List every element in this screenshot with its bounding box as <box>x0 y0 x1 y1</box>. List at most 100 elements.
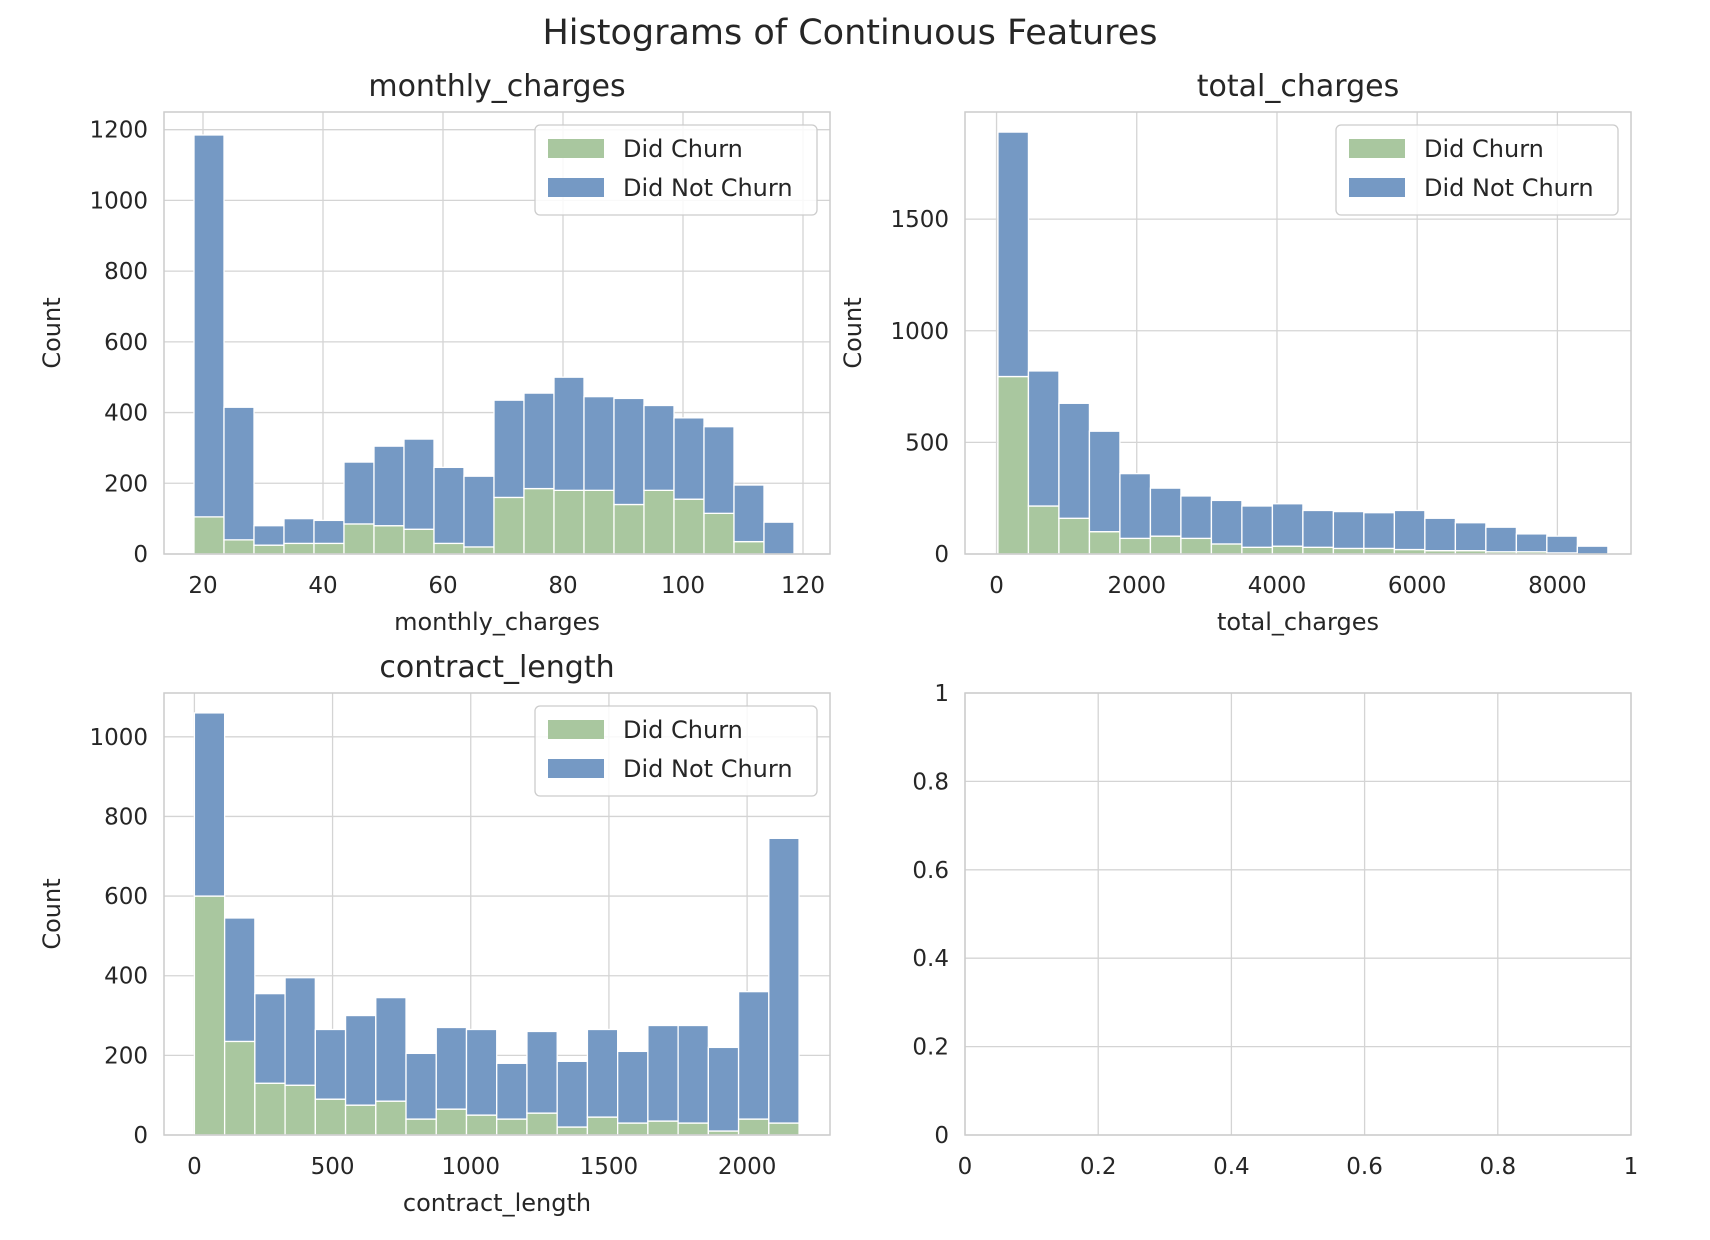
y-tick-label: 800 <box>104 804 148 830</box>
bar-did-not-churn-bin-13 <box>553 376 585 492</box>
y-tick-label: 1500 <box>890 207 949 233</box>
bar-did-churn-bin-20 <box>768 1122 800 1136</box>
bar-did-not-churn-bin-2 <box>223 406 255 541</box>
bar-did-churn-bin-13 <box>556 1126 589 1136</box>
x-tick-label: 60 <box>428 573 457 599</box>
bar-did-churn-bin-8 <box>1210 543 1243 555</box>
bar-did-churn-bin-11 <box>496 1118 528 1136</box>
bar-did-not-churn-bin-13 <box>556 1060 589 1128</box>
bar-did-not-churn-bin-6 <box>343 461 375 525</box>
bar-did-churn-bin-4 <box>284 1084 316 1136</box>
x-tick-label: 1500 <box>580 1154 639 1180</box>
bar-did-churn-bin-12 <box>523 487 555 555</box>
bar-did-churn-bin-10 <box>463 546 495 555</box>
bar-did-not-churn-bin-3 <box>253 525 285 546</box>
bar-did-churn-bin-13 <box>1363 547 1396 555</box>
bar-did-not-churn-bin-14 <box>583 395 615 492</box>
legend-label: Did Not Churn <box>623 755 793 783</box>
bar-did-churn-bin-6 <box>343 523 375 555</box>
bar-did-not-churn-bin-15 <box>617 1050 649 1124</box>
bar-did-not-churn-bin-4 <box>283 517 315 545</box>
bar-did-not-churn-bin-16 <box>1454 522 1487 552</box>
y-tick-label: 600 <box>104 330 148 356</box>
y-tick-label: 0 <box>133 542 148 568</box>
bar-did-not-churn-bin-4 <box>1088 430 1121 533</box>
bar-did-churn-bin-7 <box>375 1100 407 1136</box>
bar-did-not-churn-bin-3 <box>254 992 286 1084</box>
bar-did-churn-bin-2 <box>223 539 255 555</box>
bar-did-churn-bin-16 <box>647 1120 679 1136</box>
legend-label: Did Churn <box>623 716 743 744</box>
y-tick-label: 1000 <box>89 725 148 751</box>
legend-label: Did Churn <box>1424 135 1544 163</box>
legend-swatch <box>548 720 604 739</box>
bar-did-churn-bin-11 <box>1302 546 1335 555</box>
y-tick-label: 200 <box>104 1043 148 1069</box>
bar-did-not-churn-bin-11 <box>1302 509 1335 548</box>
bar-did-churn-bin-9 <box>433 542 465 555</box>
bar-did-churn-bin-3 <box>1058 517 1091 555</box>
bar-did-not-churn-bin-1 <box>193 134 225 518</box>
bar-did-not-churn-bin-11 <box>493 399 525 499</box>
y-axis-label: Count <box>38 297 66 368</box>
bar-did-not-churn-bin-17 <box>673 417 705 500</box>
bar-did-not-churn-bin-8 <box>405 1052 437 1120</box>
x-tick-label: 120 <box>781 573 825 599</box>
bar-did-not-churn-bin-10 <box>463 475 495 548</box>
x-tick-label: 6000 <box>1388 573 1447 599</box>
bar-did-not-churn-bin-18 <box>707 1046 740 1132</box>
bar-did-not-churn-bin-5 <box>313 519 345 545</box>
axes-frame <box>163 692 831 1136</box>
bar-did-not-churn-bin-19 <box>737 990 770 1120</box>
bar-did-not-churn-bin-19 <box>733 484 765 543</box>
bar-did-churn-bin-3 <box>254 1082 286 1136</box>
bar-did-not-churn-bin-1 <box>997 131 1030 378</box>
y-axis-label: Count <box>839 297 867 368</box>
y-tick-label: 600 <box>104 884 148 910</box>
bar-did-churn-bin-4 <box>1088 531 1121 555</box>
bar-did-churn-bin-19 <box>733 540 765 555</box>
axes-frame <box>964 692 1632 1136</box>
y-tick-label: 0.4 <box>912 946 949 972</box>
y-tick-label: 1000 <box>890 319 949 345</box>
bar-did-not-churn-bin-9 <box>435 1026 468 1110</box>
bar-did-not-churn-bin-5 <box>314 1028 347 1100</box>
bar-did-churn-bin-1 <box>997 375 1030 555</box>
bar-did-churn-bin-14 <box>583 489 615 555</box>
bar-did-not-churn-bin-17 <box>1485 526 1518 553</box>
bar-did-not-churn-bin-8 <box>403 438 435 530</box>
bar-did-not-churn-bin-1 <box>193 712 226 897</box>
y-tick-label: 800 <box>104 259 148 285</box>
x-tick-label: 80 <box>548 573 577 599</box>
y-tick-label: 0 <box>934 1123 949 1149</box>
bar-did-churn-bin-2 <box>223 1040 256 1136</box>
bar-did-not-churn-bin-7 <box>375 996 407 1102</box>
bar-did-churn-bin-7 <box>1180 537 1213 555</box>
bar-did-not-churn-bin-7 <box>373 445 405 527</box>
bar-did-churn-bin-17 <box>677 1122 710 1136</box>
y-tick-label: 0.2 <box>912 1035 949 1061</box>
x-tick-label: 8000 <box>1528 573 1587 599</box>
x-tick-label: 0.2 <box>1080 1154 1117 1180</box>
x-tick-label: 40 <box>308 573 337 599</box>
bar-did-not-churn-bin-20 <box>1576 545 1609 555</box>
bar-did-not-churn-bin-14 <box>586 1028 619 1118</box>
bar-did-not-churn-bin-16 <box>647 1024 679 1122</box>
bar-did-not-churn-bin-9 <box>1241 505 1274 548</box>
subplot-title: contract_length <box>379 650 614 685</box>
bar-did-churn-bin-19 <box>737 1118 770 1136</box>
y-tick-label: 0.8 <box>912 769 949 795</box>
y-tick-label: 1200 <box>89 118 148 144</box>
bar-did-not-churn-bin-8 <box>1210 499 1243 545</box>
bar-did-not-churn-bin-4 <box>284 977 316 1086</box>
y-tick-label: 400 <box>104 401 148 427</box>
bar-did-not-churn-bin-17 <box>677 1024 710 1124</box>
bar-did-not-churn-bin-2 <box>223 917 256 1043</box>
x-axis-label: contract_length <box>403 1189 591 1217</box>
x-tick-label: 1 <box>1624 1154 1639 1180</box>
bar-did-churn-bin-16 <box>643 489 675 555</box>
x-axis-label: monthly_charges <box>394 608 600 636</box>
bar-did-churn-bin-5 <box>314 1098 347 1136</box>
bar-did-churn-bin-8 <box>405 1118 437 1136</box>
bar-did-churn-bin-10 <box>1271 545 1304 555</box>
